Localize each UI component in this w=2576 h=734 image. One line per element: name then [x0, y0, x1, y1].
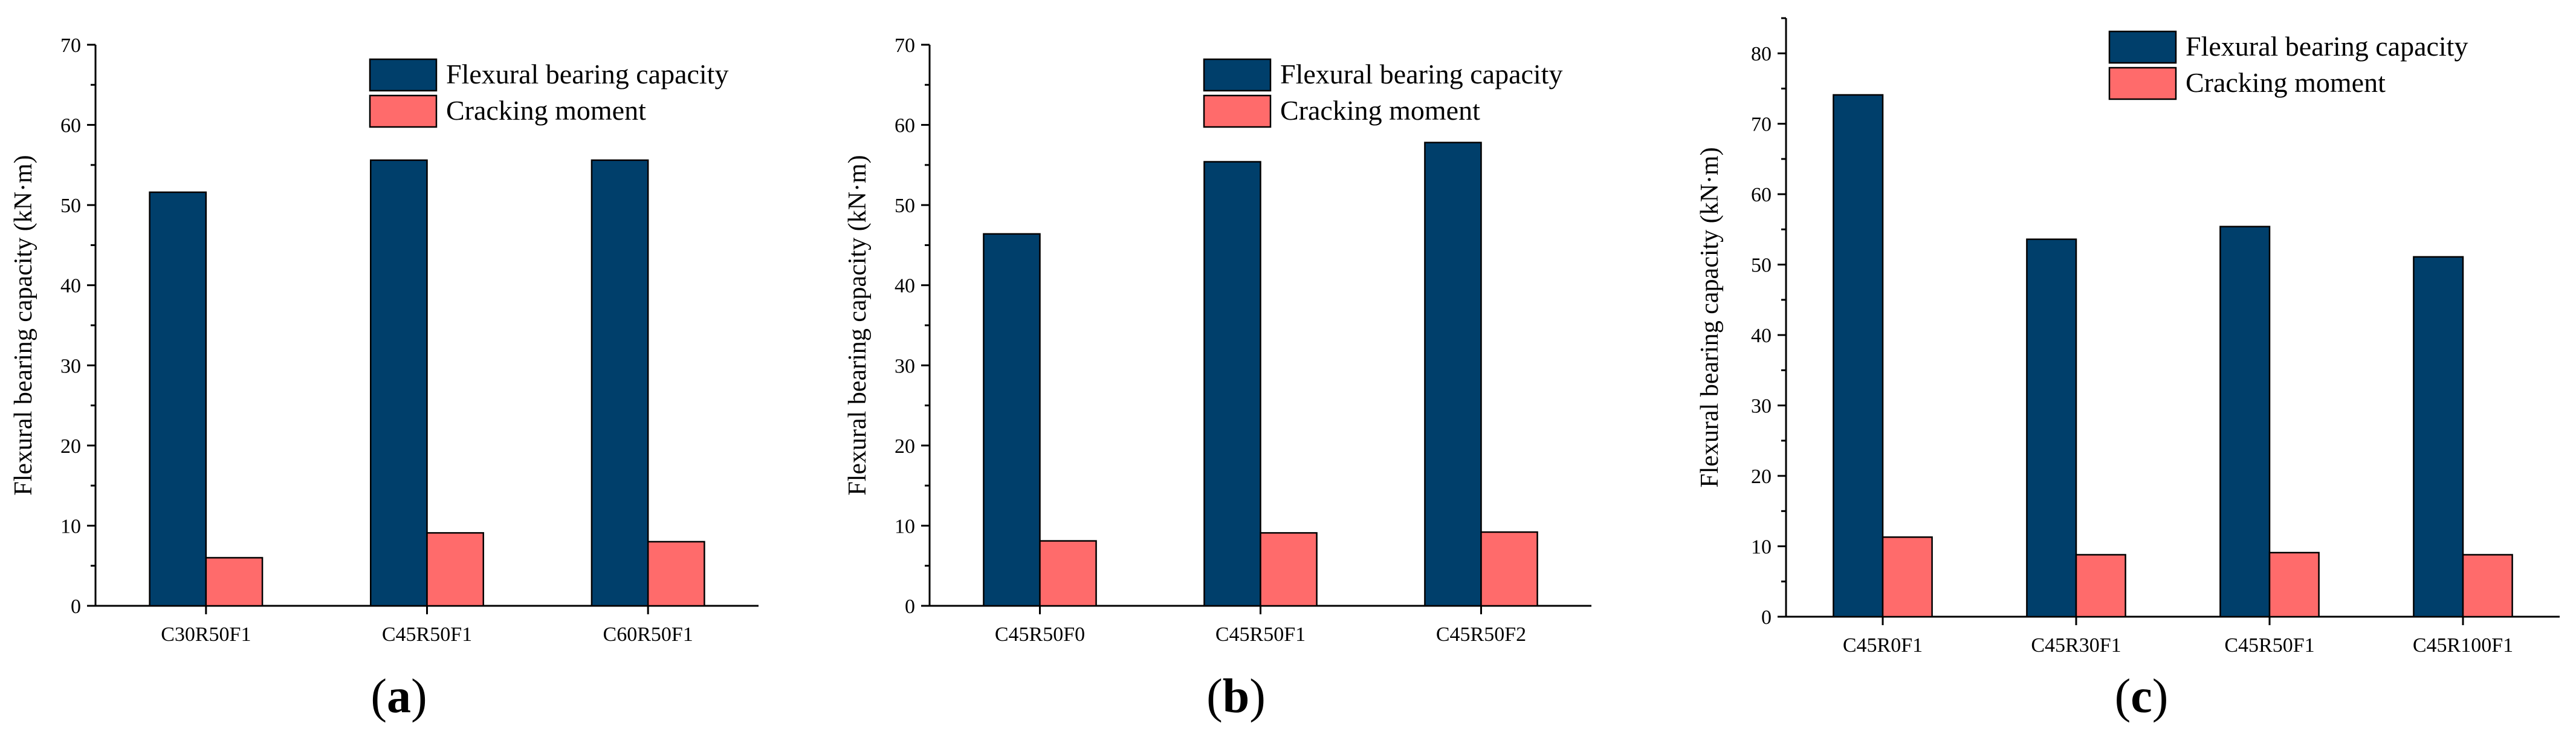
legend: Flexural bearing capacity Cracking moment	[1203, 58, 1562, 128]
panel-label-open: (	[1206, 670, 1223, 723]
bar-cracking-C45R50F1	[2268, 551, 2320, 618]
legend-label-flexural: Flexural bearing capacity	[446, 59, 728, 89]
y-tick-label: 20	[60, 435, 81, 458]
legend-swatch-flexural	[2108, 30, 2177, 64]
y-tick-label: 20	[1751, 466, 1772, 488]
bar-flexural-C30R50F1	[149, 191, 207, 607]
bar-flexural-C45R50F1	[370, 159, 428, 607]
bar-flexural-C60R50F1	[591, 159, 649, 607]
y-tick-label: 0	[71, 596, 81, 618]
x-tick-label: C45R100F1	[2413, 634, 2513, 657]
x-tick-label: C45R50F1	[1215, 623, 1306, 646]
y-tick-label: 40	[1751, 325, 1772, 347]
y-tick-label: 20	[895, 435, 915, 458]
x-tick-label: C45R30F1	[2031, 634, 2121, 657]
panel-label-close: )	[1249, 670, 1266, 723]
panel-label: (c)	[2115, 670, 2169, 723]
y-axis-title: Flexural bearing capacity (kN·m)	[844, 155, 872, 495]
chart-panel-b: 0 10 20 30 40 50 60 70 Flexural bearing capacity…	[844, 34, 1591, 723]
bar-flexural-C45R50F1	[2219, 226, 2271, 618]
legend-label-cracking: Cracking moment	[2186, 67, 2386, 98]
y-tick-label: 50	[895, 195, 915, 217]
y-tick-label: 80	[1751, 43, 1772, 65]
y-tick-label: 60	[895, 115, 915, 137]
legend-swatch-cracking	[1203, 94, 1272, 128]
panel-label-close: )	[411, 670, 427, 723]
bar-cracking-C45R50F1	[426, 532, 484, 607]
x-tick-label: C45R50F1	[2224, 634, 2314, 657]
x-tick-label: C30R50F1	[161, 623, 251, 646]
y-tick-label: 50	[1751, 255, 1772, 277]
y-tick-label: 30	[895, 355, 915, 377]
bar-flexural-C45R50F2	[1424, 141, 1482, 607]
y-tick-label: 70	[60, 34, 81, 57]
y-tick-label: 60	[60, 115, 81, 137]
bar-cracking-C45R50F1	[1260, 532, 1318, 607]
y-tick-label: 10	[60, 515, 81, 538]
panel-label-open: (	[2115, 670, 2131, 723]
x-tick-label: C45R50F1	[382, 623, 472, 646]
y-tick-label: 30	[60, 355, 81, 377]
bar-flexural-C45R50F0	[983, 233, 1041, 607]
bar-cracking-C45R0F1	[1882, 536, 1933, 618]
bar-flexural-C45R50F1	[1203, 161, 1261, 607]
y-tick-label: 70	[1751, 114, 1772, 136]
y-tick-label: 40	[895, 275, 915, 297]
y-tick-label: 50	[60, 195, 81, 217]
x-tick-label: C45R50F0	[995, 623, 1085, 646]
bar-cracking-C45R50F0	[1039, 540, 1097, 607]
panel-label: (b)	[1206, 670, 1266, 723]
legend-label-cracking: Cracking moment	[1280, 95, 1480, 126]
y-axis-title: Flexural bearing capacity (kN·m)	[10, 155, 37, 495]
panel-label-letter: c	[2131, 670, 2152, 723]
legend-swatch-cracking	[369, 94, 438, 128]
legend: Flexural bearing capacity Cracking moment	[2108, 30, 2468, 100]
legend-swatch-flexural	[369, 58, 438, 92]
panel-label-letter: a	[387, 670, 411, 723]
bar-cracking-C60R50F1	[647, 541, 705, 607]
panel-label-open: (	[371, 670, 387, 723]
bar-cracking-C45R30F1	[2075, 554, 2126, 618]
bar-cracking-C30R50F1	[205, 557, 264, 607]
x-tick-label: C45R0F1	[1843, 634, 1923, 657]
panel-label: (a)	[371, 670, 427, 723]
legend: Flexural bearing capacity Cracking moment	[369, 58, 728, 128]
x-tick-label: C60R50F1	[603, 623, 693, 646]
x-tick-label: C45R50F2	[1436, 623, 1526, 646]
chart-panel-c: 0 10 20 30 40 50 60 70 80 Flexural bearing capaci…	[1696, 17, 2560, 723]
legend-swatch-flexural	[1203, 58, 1272, 92]
y-axis-title: Flexural bearing capacity (kN·m)	[1696, 147, 1724, 487]
y-tick-label: 30	[1751, 395, 1772, 418]
panel-label-close: )	[2152, 670, 2169, 723]
bar-cracking-C45R100F1	[2462, 554, 2513, 618]
legend-label-flexural: Flexural bearing capacity	[1280, 59, 1562, 89]
bar-flexural-C45R100F1	[2413, 256, 2464, 618]
y-tick-label: 40	[60, 275, 81, 297]
y-tick-label: 10	[895, 515, 915, 538]
chart-panel-a: 0 10 20 30 40 50 60 70 Flexural bearing capacity…	[10, 34, 759, 723]
y-tick-label: 0	[1761, 606, 1772, 629]
bar-cracking-C45R50F2	[1480, 531, 1538, 607]
y-tick-label: 70	[895, 34, 915, 57]
y-tick-label: 10	[1751, 536, 1772, 559]
legend-label-flexural: Flexural bearing capacity	[2186, 31, 2468, 62]
panel-label-letter: b	[1223, 670, 1250, 723]
legend-label-cracking: Cracking moment	[446, 95, 646, 126]
bar-flexural-C45R0F1	[1833, 94, 1884, 618]
legend-swatch-cracking	[2108, 67, 2177, 100]
y-tick-label: 0	[905, 596, 915, 618]
bar-flexural-C45R30F1	[2026, 238, 2077, 618]
y-tick-label: 60	[1751, 184, 1772, 206]
